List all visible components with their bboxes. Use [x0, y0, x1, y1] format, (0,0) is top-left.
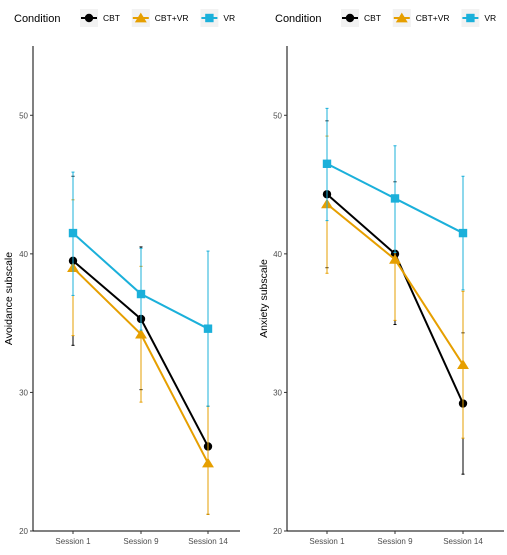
data-point — [457, 359, 469, 370]
legend-label: VR — [484, 13, 496, 23]
legend-title: Condition — [275, 13, 321, 25]
panel-1: Condition CBT CBT+VR VR 20 30 40 50 Session 1 Ses… — [3, 9, 240, 546]
legend-label: VR — [223, 13, 235, 23]
legend-1: Condition CBT CBT+VR VR — [14, 9, 235, 27]
data-point — [202, 457, 214, 468]
series-VR — [68, 171, 213, 407]
x-tick-label: Session 1 — [55, 537, 91, 546]
legend-label: CBT+VR — [155, 13, 189, 23]
panel-2: Condition CBT CBT+VR VR 20 30 40 50 Session 1 Ses… — [258, 9, 504, 546]
legend-label: CBT+VR — [416, 13, 450, 23]
legend-title: Condition — [14, 13, 60, 25]
legend-key-marker — [345, 13, 355, 23]
data-point — [389, 254, 401, 264]
y-tick-label: 20 — [273, 527, 282, 536]
legend-label: CBT — [364, 13, 381, 23]
legend-key-marker — [395, 12, 408, 23]
data-point — [390, 194, 400, 203]
data-point — [458, 228, 468, 238]
data-point — [203, 324, 213, 333]
y-tick-label: 50 — [19, 111, 28, 120]
x-tick-label: Session 14 — [188, 537, 228, 546]
legend-key-marker — [466, 13, 475, 23]
y-axis-label: Anxiety subscale — [258, 259, 270, 338]
legend-label: CBT — [103, 13, 120, 23]
y-tick-label: 40 — [273, 250, 282, 259]
x-tick-label: Session 1 — [309, 537, 345, 546]
y-tick-label: 50 — [273, 111, 282, 120]
y-tick-label: 20 — [19, 527, 28, 536]
legend-2: Condition CBT CBT+VR VR — [275, 9, 496, 27]
y-axis-label: Avoidance subscale — [3, 252, 15, 345]
legend-key-marker — [84, 13, 94, 23]
data-point — [68, 228, 78, 238]
data-point — [135, 328, 147, 339]
y-tick-label: 40 — [19, 250, 28, 259]
x-tick-label: Session 9 — [377, 537, 413, 546]
y-tick-label: 30 — [19, 388, 28, 397]
legend-key-marker — [205, 13, 214, 23]
series-VR — [322, 107, 468, 291]
legend-key-marker — [134, 12, 147, 23]
data-point — [322, 159, 332, 168]
x-tick-label: Session 14 — [443, 537, 483, 546]
data-point — [136, 289, 146, 299]
x-tick-label: Session 9 — [123, 537, 159, 546]
y-tick-label: 30 — [273, 388, 282, 397]
